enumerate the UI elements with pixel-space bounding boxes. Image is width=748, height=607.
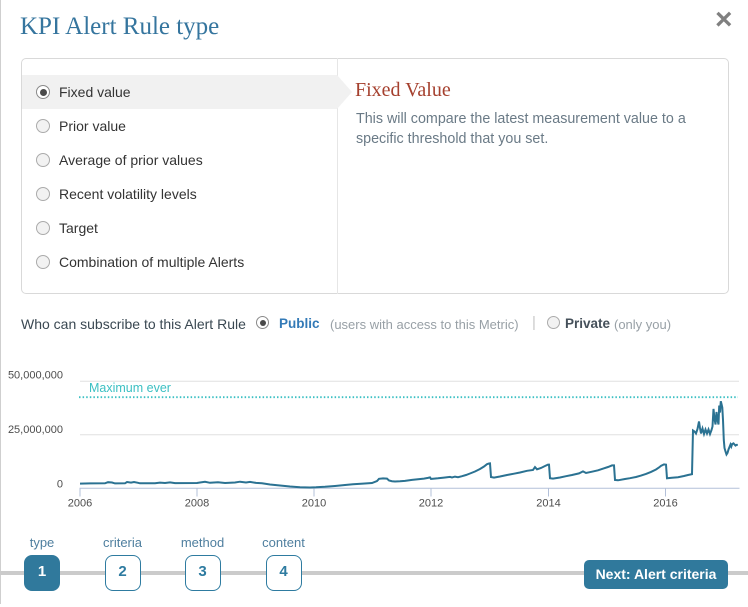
svg-text:2006: 2006 (68, 498, 92, 510)
svg-text:2010: 2010 (302, 498, 326, 510)
svg-text:2014: 2014 (536, 498, 560, 510)
svg-text:2012: 2012 (419, 498, 443, 510)
svg-text:50,000,000: 50,000,000 (8, 370, 63, 382)
svg-text:2016: 2016 (653, 498, 677, 510)
svg-text:2008: 2008 (185, 498, 209, 510)
svg-text:Maximum ever: Maximum ever (89, 381, 171, 395)
svg-text:0: 0 (57, 478, 63, 490)
svg-text:25,000,000: 25,000,000 (8, 424, 63, 436)
